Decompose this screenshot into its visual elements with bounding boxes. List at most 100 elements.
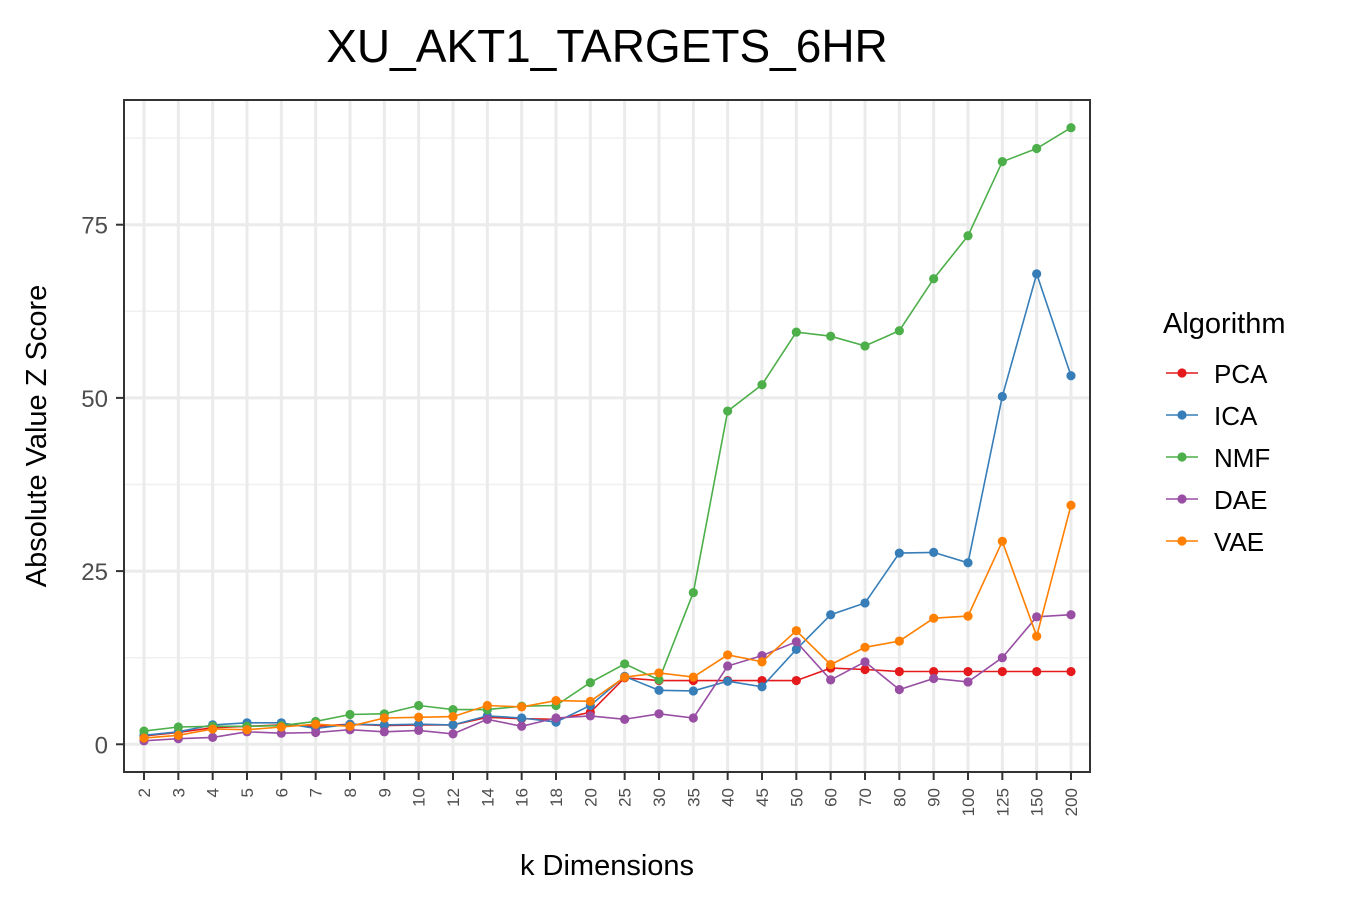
x-tick-label: 25: [616, 788, 635, 807]
data-point-dae: [311, 727, 321, 738]
data-point-nmf: [894, 326, 904, 336]
x-tick-label: 9: [375, 788, 394, 797]
data-point-dae: [723, 661, 733, 671]
legend-key-point: [1177, 368, 1187, 378]
x-tick-label: 150: [1028, 788, 1047, 816]
data-point-ica: [654, 685, 664, 695]
legend-key-point: [1177, 410, 1187, 420]
legend-label-ica: ICA: [1214, 401, 1258, 431]
x-tick-label: 2: [135, 788, 154, 797]
data-point-vae: [826, 660, 836, 670]
data-point-vae: [551, 696, 561, 706]
data-point-ica: [791, 644, 801, 654]
x-tick-label: 200: [1062, 788, 1081, 816]
data-point-dae: [379, 727, 389, 737]
x-tick-label: 35: [684, 788, 703, 807]
data-point-nmf: [757, 380, 767, 390]
x-tick-label: 3: [169, 788, 188, 797]
data-point-dae: [826, 675, 836, 685]
x-tick-label: 12: [444, 788, 463, 807]
data-point-vae: [585, 696, 595, 706]
data-point-pca: [963, 666, 973, 677]
x-tick-label: 40: [719, 788, 738, 807]
x-tick-label: 30: [650, 788, 669, 807]
data-point-vae: [894, 636, 904, 646]
data-point-ica: [894, 548, 904, 558]
legend-key-point: [1177, 452, 1187, 462]
data-point-ica: [757, 682, 767, 692]
data-point-nmf: [345, 709, 355, 720]
series-nmf: [139, 123, 1076, 736]
legend: Algorithm PCA ICA NMF DAE VAE: [1163, 308, 1286, 557]
data-point-ica: [688, 686, 698, 696]
data-point-vae: [173, 730, 183, 740]
legend-key-point: [1177, 536, 1187, 546]
y-tick-label: 25: [81, 559, 108, 586]
data-point-nmf: [997, 157, 1007, 167]
data-point-vae: [963, 611, 973, 621]
x-tick-label: 5: [238, 788, 257, 797]
data-point-dae: [482, 714, 492, 724]
data-point-nmf: [688, 587, 698, 598]
data-point-vae: [929, 613, 939, 623]
data-point-ica: [826, 610, 836, 620]
y-axis-title: Absolute Value Z Score: [21, 285, 53, 588]
data-point-nmf: [173, 722, 183, 732]
data-point-vae: [414, 712, 424, 722]
data-point-vae: [345, 721, 355, 731]
data-point-ica: [997, 391, 1007, 402]
data-point-ica: [379, 720, 389, 730]
data-point-pca: [860, 664, 870, 675]
x-tick-label: 60: [822, 788, 841, 807]
data-point-vae: [860, 642, 870, 652]
x-tick-label: 8: [341, 788, 360, 797]
x-tick-label: 20: [581, 788, 600, 807]
data-point-nmf: [448, 705, 458, 715]
data-point-ica: [860, 598, 870, 608]
data-point-nmf: [723, 406, 733, 416]
data-point-vae: [757, 657, 767, 667]
data-point-nmf: [139, 726, 149, 736]
data-point-nmf: [654, 675, 664, 685]
data-point-dae: [517, 721, 527, 731]
data-point-dae: [791, 637, 801, 647]
data-point-ica: [929, 547, 939, 557]
data-point-ica: [517, 713, 527, 723]
data-point-vae: [448, 711, 458, 722]
y-tick-label: 50: [81, 386, 108, 413]
legend-label-nmf: NMF: [1214, 443, 1270, 473]
series-line-vae: [143, 505, 1072, 739]
x-tick-label: 45: [753, 788, 772, 807]
series-lines: [139, 123, 1076, 746]
data-point-vae: [379, 713, 389, 723]
data-point-dae: [688, 713, 698, 723]
data-point-dae: [963, 677, 973, 687]
data-point-vae: [311, 719, 321, 729]
legend-key-point: [1177, 494, 1187, 504]
data-point-pca: [791, 675, 801, 686]
x-tick-label: 80: [890, 788, 909, 807]
series-line-ica: [143, 271, 1072, 737]
data-point-dae: [894, 684, 904, 695]
y-tick-label: 75: [81, 213, 108, 240]
series-line-nmf: [143, 127, 1072, 732]
data-point-vae: [242, 725, 252, 735]
x-tick-label: 100: [959, 788, 978, 816]
data-point-dae: [414, 725, 424, 736]
x-tick-label: 7: [307, 788, 326, 797]
data-point-nmf: [791, 327, 801, 337]
data-point-nmf: [929, 274, 939, 284]
data-point-vae: [654, 668, 664, 678]
data-point-vae: [482, 700, 492, 711]
data-point-vae: [208, 724, 218, 734]
data-point-pca: [894, 666, 904, 677]
data-point-vae: [723, 650, 733, 660]
data-point-dae: [654, 709, 664, 719]
plot-panel: [123, 99, 1091, 773]
x-axis-title: k Dimensions: [520, 850, 694, 882]
series-dae: [139, 610, 1076, 746]
data-point-nmf: [620, 659, 630, 669]
x-tick-label: 6: [272, 788, 291, 797]
data-point-ica: [723, 676, 733, 686]
